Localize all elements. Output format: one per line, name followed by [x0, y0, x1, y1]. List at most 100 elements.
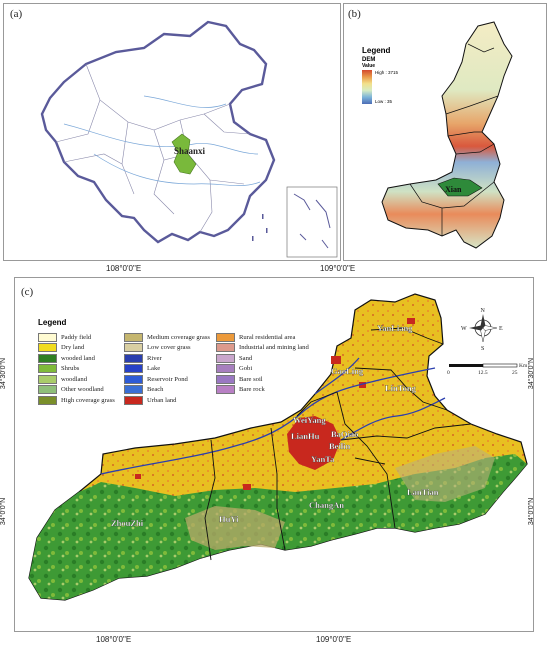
- legend-swatch: [216, 353, 235, 363]
- district-gaoling: GaoLing: [331, 366, 364, 376]
- legend-item: Medium coverage grass: [124, 332, 210, 343]
- legend-item-label: Gobi: [239, 365, 253, 373]
- legend-item-label: wooded land: [61, 354, 95, 362]
- legend-item: woodland: [38, 374, 115, 385]
- legend-item: Urban land: [124, 395, 210, 406]
- dem-legend: Legend DEM Value High : 3715 Low : 35: [362, 46, 398, 104]
- legend-item-label: Lake: [147, 365, 161, 373]
- legend-swatch: [38, 364, 57, 374]
- district-yanta: YanTa: [311, 454, 335, 464]
- legend-item: Reservoir Pond: [124, 374, 210, 385]
- district-lantian: LanTian: [407, 487, 439, 497]
- legend-item-label: Shrubs: [61, 365, 80, 373]
- legend-item-label: Sand: [239, 354, 253, 362]
- dem-label: DEM: [362, 57, 376, 63]
- compass-w: W: [461, 326, 467, 332]
- legend-swatch: [216, 343, 235, 353]
- panel-a-label: (a): [10, 8, 23, 20]
- legend-item: wooded land: [38, 353, 115, 364]
- dem-high-label: High : 3715: [375, 70, 399, 75]
- south-china-sea-inset: [286, 186, 338, 258]
- legend-item: Industrial and mining land: [216, 343, 309, 354]
- scale-tick-2: 25: [512, 370, 518, 376]
- dem-legend-title: Legend: [362, 46, 391, 55]
- compass-s: S: [481, 346, 484, 352]
- top-axis-left: 108°0'0"E: [106, 264, 142, 273]
- lat-lower-left: 34°0'0"N: [0, 497, 8, 526]
- north-arrow-icon: N S E W: [461, 308, 503, 352]
- legend-swatch: [216, 374, 235, 384]
- scale-bar: 0 12.5 25 Km: [447, 363, 528, 376]
- legend-swatch: [124, 332, 143, 342]
- legend-item-label: Urban land: [147, 396, 177, 404]
- scale-tick-0: 0: [447, 370, 450, 376]
- china-outline-map: Shaanxi: [40, 20, 338, 258]
- legend-swatch: [124, 343, 143, 353]
- legend-item-label: Paddy field: [61, 333, 92, 341]
- legend-item: Other woodland: [38, 385, 115, 396]
- legend-item-label: Bare soil: [239, 375, 263, 383]
- legend-item-label: Bare rock: [239, 386, 265, 394]
- shaanxi-highlight: [171, 133, 197, 175]
- top-axis-right: 109°0'0"E: [320, 264, 356, 273]
- legend-item-label: Reservoir Pond: [147, 375, 188, 383]
- scale-unit: Km: [519, 363, 528, 369]
- lat-upper-right: 34°30'0"N: [528, 357, 536, 390]
- scale-tick-1: 12.5: [478, 370, 488, 376]
- legend-item-label: Dry land: [61, 344, 85, 352]
- landuse-legend-title: Legend: [38, 318, 67, 327]
- district-zhouzhi: ZhouZhi: [111, 518, 144, 528]
- xian-label: Xian: [445, 185, 462, 194]
- legend-swatch: [124, 364, 143, 374]
- legend-swatch: [38, 374, 57, 384]
- panel-c-landuse-map: (c): [14, 277, 534, 632]
- legend-item: Gobi: [216, 364, 309, 375]
- legend-item: Shrubs: [38, 364, 115, 375]
- legend-swatch: [216, 385, 235, 395]
- legend-swatch: [38, 385, 57, 395]
- legend-column-1: Paddy field Dry land wooded land Shrubs wood…: [38, 332, 115, 406]
- dem-color-ramp: [362, 70, 372, 104]
- shaanxi-label: Shaanxi: [174, 146, 206, 156]
- district-baqiao: BaQiao: [331, 429, 358, 439]
- panel-a-china-map: (a) Shaanxi: [3, 3, 341, 261]
- legend-item: High coverage grass: [38, 395, 115, 406]
- bottom-axis-right: 109°0'0"E: [316, 635, 352, 644]
- bottom-axis-left: 108°0'0"E: [96, 635, 132, 644]
- legend-swatch: [38, 343, 57, 353]
- legend-item: Beach: [124, 385, 210, 396]
- district-beilin: Beilin: [329, 441, 351, 451]
- district-changan: ChangAn: [309, 500, 344, 510]
- legend-swatch: [124, 374, 143, 384]
- district-weiyang: WeiYang: [293, 415, 326, 425]
- legend-item-label: River: [147, 354, 162, 362]
- district-yanliang: YanLiang: [377, 323, 413, 333]
- panel-b-label: (b): [348, 8, 361, 20]
- legend-item-label: Rural residential area: [239, 333, 296, 341]
- legend-item-label: Low cover grass: [147, 344, 191, 352]
- xian-highlight: [437, 177, 483, 197]
- legend-item: Low cover grass: [124, 343, 210, 354]
- legend-item-label: Beach: [147, 386, 164, 394]
- dem-low-label: Low : 35: [375, 99, 393, 104]
- district-huyi: HuYi: [219, 514, 239, 524]
- legend-item: Paddy field: [38, 332, 115, 343]
- legend-item: Bare soil: [216, 374, 309, 385]
- shaanxi-dem-map: Xian: [381, 21, 513, 249]
- legend-item: River: [124, 353, 210, 364]
- legend-swatch: [216, 364, 235, 374]
- legend-item-label: woodland: [61, 375, 88, 383]
- legend-item: Sand: [216, 353, 309, 364]
- legend-swatch: [124, 395, 143, 405]
- legend-swatch: [124, 385, 143, 395]
- compass-e: E: [499, 326, 503, 332]
- xian-landuse-map: YanLiang GaoLing LinTong WeiYang LianHu …: [28, 293, 528, 601]
- dem-value-label: Value: [362, 63, 376, 69]
- legend-item: Dry land: [38, 343, 115, 354]
- legend-swatch: [124, 353, 143, 363]
- legend-column-2: Medium coverage grass Low cover grass Rive…: [124, 332, 210, 406]
- legend-item-label: Other woodland: [61, 386, 104, 394]
- legend-item-label: High coverage grass: [61, 396, 115, 404]
- district-lianhu: LianHu: [291, 431, 320, 441]
- legend-item-label: Medium coverage grass: [147, 333, 210, 341]
